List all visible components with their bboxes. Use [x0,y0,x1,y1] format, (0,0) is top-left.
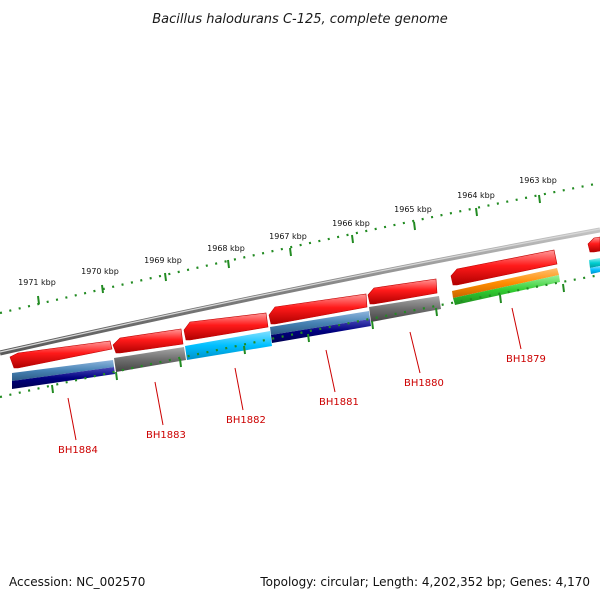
gene-arrow [367,278,438,305]
gene-arrow [112,328,184,354]
inner-scale-ticks [0,273,600,399]
gene-arrow [9,340,113,369]
scale-label: 1968 kbp [207,244,245,253]
gene-arrow [587,236,600,253]
gene-arrow [183,312,269,341]
function-band [271,319,371,343]
leader-line [325,349,336,393]
scale-label: 1971 kbp [18,278,56,287]
leader-line [154,381,164,426]
inner-major-tick [371,320,374,330]
genome-backbone-highlight [0,228,600,353]
scale-label: 1963 kbp [519,176,557,185]
gene-label[interactable]: BH1879 [506,354,546,365]
function-band [589,258,600,268]
function-band [590,266,600,274]
outer-major-tick [413,221,416,231]
outer-major-tick [164,272,167,282]
outer-scale-ticks [0,181,600,315]
scale-label: 1967 kbp [269,232,307,241]
scale-labels: 1971 kbp 1970 kbp 1969 kbp 1968 kbp 1967… [18,176,557,287]
gene-label[interactable]: BH1883 [146,430,186,441]
outer-major-tick [538,194,541,204]
function-track [12,258,600,389]
outer-major-tick [351,234,354,244]
gene-label[interactable]: BH1882 [226,415,266,426]
scale-label: 1965 kbp [394,205,432,214]
gene-label[interactable]: BH1884 [58,445,98,456]
outer-major-tick [289,247,292,257]
inner-major-tick [51,384,54,394]
scale-label: 1970 kbp [81,267,119,276]
function-band [270,311,370,335]
gene-track [9,236,600,369]
function-band [114,347,186,372]
function-band [452,268,559,298]
genome-title: Bacillus halodurans C-125, complete geno… [152,12,448,27]
genome-backbone [0,227,600,356]
scale-label: 1964 kbp [457,191,495,200]
function-band [12,367,115,389]
outer-major-tick [101,284,104,294]
topology-text: Topology: circular; Length: 4,202,352 bp… [259,575,590,589]
gene-labels: BH1884 BH1883 BH1882 BH1881 BH1880 BH187… [58,354,546,456]
outer-major-tick [475,207,478,217]
gene-label[interactable]: BH1881 [319,397,359,408]
inner-major-tick [562,283,565,293]
label-leaders [67,307,522,441]
outer-major-tick [37,295,40,305]
inner-major-tick [435,307,438,317]
inner-major-tick [307,333,310,343]
gene-arrow [450,249,558,286]
gene-label[interactable]: BH1880 [404,378,444,389]
inner-major-tick [243,345,246,355]
inner-major-tick [115,371,118,381]
leader-line [234,367,244,411]
scale-label: 1969 kbp [144,256,182,265]
inner-major-tick [179,358,182,368]
gene-arrow [268,293,368,325]
accession-text: Accession: NC_002570 [9,575,145,589]
inner-major-tick [499,294,502,304]
leader-line [511,307,522,350]
outer-major-tick [227,259,230,269]
scale-label: 1966 kbp [332,219,370,228]
leader-line [409,331,421,374]
leader-line [67,397,77,441]
function-band [12,360,114,381]
